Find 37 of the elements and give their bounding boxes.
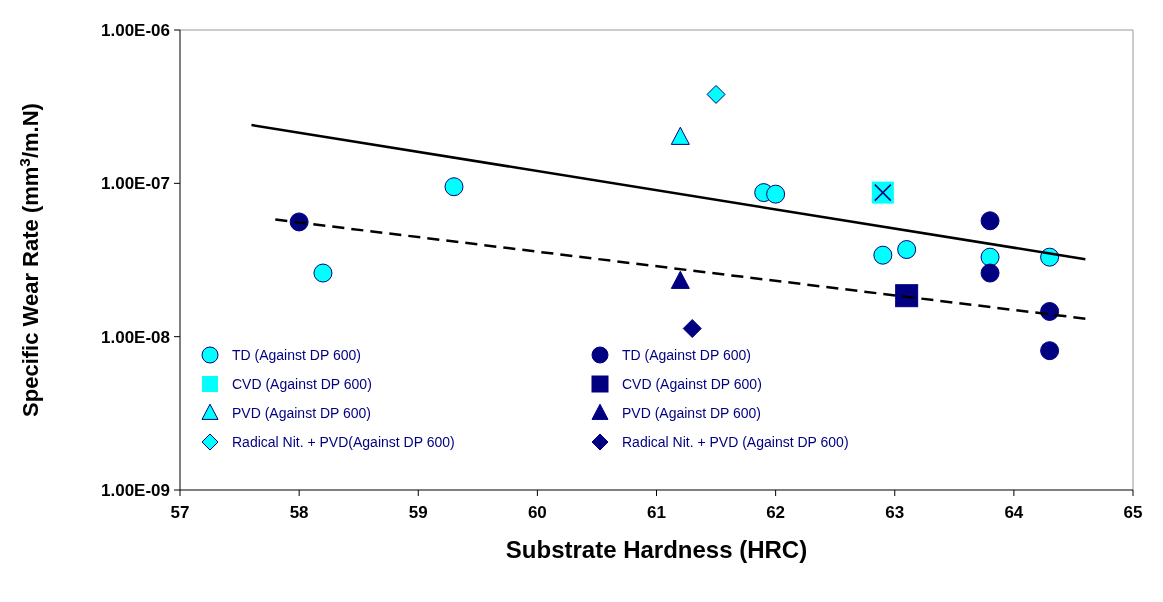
y-tick-label: 1.00E-09 — [101, 480, 170, 500]
legend-label: PVD (Against DP 600) — [232, 404, 372, 421]
x-tick-label: 58 — [289, 503, 309, 522]
point — [897, 240, 917, 260]
y-tick-label: 1.00E-08 — [101, 327, 170, 347]
point — [980, 211, 1000, 231]
point — [313, 263, 333, 283]
y-tick-label: 1.00E-06 — [101, 20, 170, 40]
point — [670, 270, 690, 289]
point — [873, 245, 893, 265]
point — [766, 184, 786, 204]
point — [682, 319, 702, 339]
point — [1040, 301, 1060, 321]
point — [444, 177, 464, 197]
x-tick-label: 62 — [766, 503, 786, 522]
point — [895, 284, 919, 308]
x-tick-label: 57 — [170, 503, 190, 522]
x-tick-label: 63 — [885, 503, 905, 522]
legend-label: PVD (Against DP 600) — [622, 404, 762, 421]
point — [670, 126, 690, 145]
x-tick-label: 59 — [408, 503, 428, 522]
x-tick-label: 60 — [527, 503, 547, 522]
point — [1040, 341, 1060, 361]
legend-label: CVD (Against DP 600) — [622, 375, 762, 392]
legend-label: Radical Nit. + PVD(Against DP 600) — [232, 433, 455, 450]
x-tick-label: 64 — [1004, 503, 1024, 522]
point — [980, 263, 1000, 283]
legend-label: CVD (Against DP 600) — [232, 375, 372, 392]
x-tick-label: 61 — [647, 503, 666, 522]
legend-label: TD (Against DP 600) — [232, 346, 361, 363]
legend-label: TD (Against DP 600) — [622, 346, 751, 363]
x-axis-title: Substrate Hardness (HRC) — [505, 536, 808, 563]
legend-label: Radical Nit. + PVD (Against DP 600) — [622, 433, 849, 450]
point — [706, 84, 726, 104]
point — [980, 247, 1000, 267]
y-tick-label: 1.00E-07 — [101, 174, 170, 194]
x-tick-label: 65 — [1123, 503, 1143, 522]
